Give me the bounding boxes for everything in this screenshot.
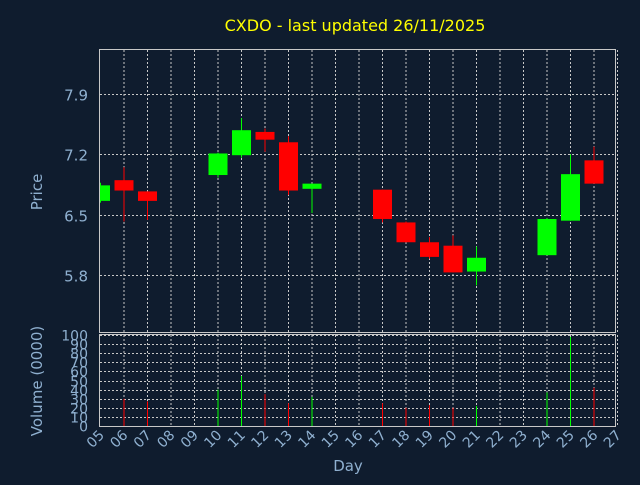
candle-body — [302, 183, 322, 189]
volume-y-tick-label: 90 — [70, 338, 88, 354]
x-tick-label: 09 — [178, 428, 202, 452]
x-tick-label: 23 — [507, 428, 531, 452]
candle-body — [255, 131, 275, 140]
x-tick-label: 26 — [577, 427, 601, 451]
volume-y-tick-label: 80 — [70, 347, 88, 363]
candle-body — [537, 218, 557, 256]
candle — [373, 189, 392, 223]
x-tick-label: 14 — [295, 427, 319, 451]
volume-y-tick-label: 30 — [70, 393, 88, 409]
candle-body — [561, 174, 580, 221]
candle — [100, 182, 110, 203]
candle — [561, 154, 580, 221]
x-tick-label: 06 — [107, 427, 131, 451]
candle-body — [232, 130, 251, 156]
candle-body — [584, 160, 604, 184]
x-tick-labels: 05 06 07 08 09 10 11 12 13 14 15 16 17 18 19 20 21 22 23 24… — [84, 427, 625, 451]
volume-y-tick-label: 40 — [70, 384, 88, 400]
candle-body — [100, 185, 110, 201]
candle — [467, 246, 486, 286]
price-y-ticks: 7.9 7.2 6.5 5.8 — [64, 87, 88, 286]
price-grid — [100, 50, 618, 332]
x-tick-label: 08 — [154, 428, 178, 452]
candle — [584, 146, 604, 184]
candle — [396, 221, 416, 243]
x-tick-label: 19 — [413, 428, 437, 452]
volume-y-tick-label: 0 — [79, 420, 88, 436]
candle — [443, 235, 463, 273]
candle-body — [373, 189, 392, 219]
candle — [302, 183, 322, 213]
x-tick-label: 16 — [342, 427, 366, 451]
x-tick-label: 20 — [436, 428, 460, 452]
x-tick-label: 10 — [201, 428, 225, 452]
candle-body — [208, 153, 228, 176]
x-tick-label: 22 — [483, 428, 507, 452]
volume-panel-frame — [99, 334, 616, 427]
x-tick-label: 15 — [319, 428, 343, 452]
candle-body — [138, 191, 157, 201]
candles — [100, 118, 604, 286]
candle-body — [396, 222, 416, 243]
x-tick-label: 11 — [225, 428, 249, 452]
price-axis-label: Price — [28, 174, 46, 211]
candle — [114, 167, 134, 222]
candle-body — [420, 242, 439, 257]
candle-body — [279, 142, 298, 191]
candle-body — [467, 257, 486, 272]
volume-y-tick-label: 20 — [70, 402, 88, 418]
candle-body — [114, 180, 134, 191]
price-y-tick-label: 6.5 — [64, 208, 88, 226]
x-tick-label: 13 — [272, 428, 296, 452]
candle — [208, 152, 228, 178]
candle — [537, 218, 557, 256]
price-y-tick-label: 7.9 — [64, 87, 88, 105]
price-y-tick-label: 7.2 — [64, 147, 88, 165]
volume-y-tick-label: 50 — [70, 375, 88, 391]
x-tick-label: 25 — [554, 428, 578, 452]
volume-y-tick-label: 10 — [70, 411, 88, 427]
chart-title: CXDO - last updated 26/11/2025 — [225, 16, 486, 35]
x-tick-label: 07 — [131, 428, 155, 452]
candle — [279, 136, 298, 195]
price-panel-frame — [99, 49, 616, 333]
price-y-tick-label: 5.8 — [64, 268, 88, 286]
volume-bars — [123, 336, 595, 426]
x-tick-label: 21 — [460, 428, 484, 452]
volume-y-tick-label: 60 — [70, 365, 88, 381]
x-tick-label: 27 — [601, 428, 625, 452]
candle — [420, 237, 439, 259]
x-tick-label: 24 — [530, 427, 554, 451]
volume-y-tick-label: 70 — [70, 356, 88, 372]
candle — [255, 128, 275, 152]
x-tick-label: 18 — [389, 428, 413, 452]
volume-axis-label: Volume (0000) — [28, 326, 46, 436]
candle — [232, 118, 251, 158]
volume-y-tick-label: 100 — [61, 329, 88, 345]
x-axis-label: Day — [333, 457, 363, 475]
candle-body — [443, 245, 463, 273]
x-tick-label: 12 — [248, 428, 272, 452]
x-tick-label: 17 — [366, 428, 390, 452]
volume-grid — [100, 335, 618, 427]
candle — [138, 191, 157, 220]
